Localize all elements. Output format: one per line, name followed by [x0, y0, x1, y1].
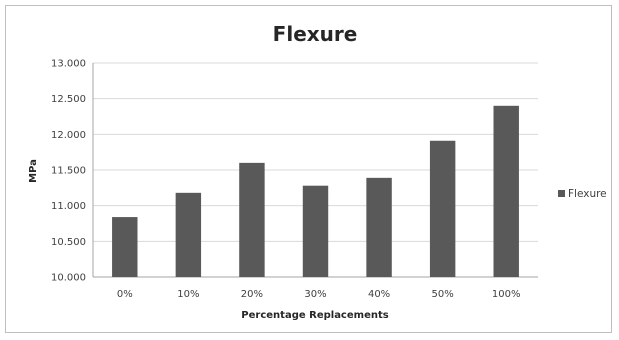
bar: [429, 140, 456, 277]
y-tick-label: 12.500: [51, 94, 86, 105]
x-tick-label: 0%: [117, 289, 133, 300]
y-tick-label: 11.500: [51, 166, 86, 177]
chart-title: Flexure: [273, 22, 358, 46]
gridlines: [92, 62, 538, 278]
x-axis-title: Percentage Replacements: [241, 310, 388, 321]
y-tick-label: 12.000: [51, 130, 86, 141]
legend-label: Flexure: [568, 188, 607, 200]
x-tick-label: 10%: [177, 289, 199, 300]
x-tick-label: 20%: [241, 289, 263, 300]
bars: [112, 105, 519, 277]
legend: Flexure: [558, 188, 607, 200]
bar: [366, 177, 392, 277]
y-tick-label: 10.000: [51, 273, 86, 284]
x-tick-label: 50%: [432, 289, 454, 300]
y-tick-label: 11.000: [51, 201, 86, 212]
bar: [493, 105, 519, 277]
legend-swatch: [558, 190, 565, 197]
y-axis-title: MPa: [28, 159, 39, 183]
y-tick-labels: 10.000 10.500 11.000 11.500 12.000 12.500 13.0…: [51, 59, 86, 284]
bar: [112, 217, 138, 277]
x-tick-label: 30%: [304, 289, 326, 300]
bar: [175, 192, 202, 277]
x-tick-label: 100%: [492, 289, 521, 300]
bar: [302, 185, 329, 277]
x-tick-labels: 0% 10% 20% 30% 40% 50% 100%: [117, 289, 521, 300]
bar: [239, 162, 265, 277]
x-tick-label: 40%: [368, 289, 390, 300]
y-tick-label: 10.500: [51, 237, 86, 248]
y-tick-label: 13.000: [51, 59, 86, 70]
